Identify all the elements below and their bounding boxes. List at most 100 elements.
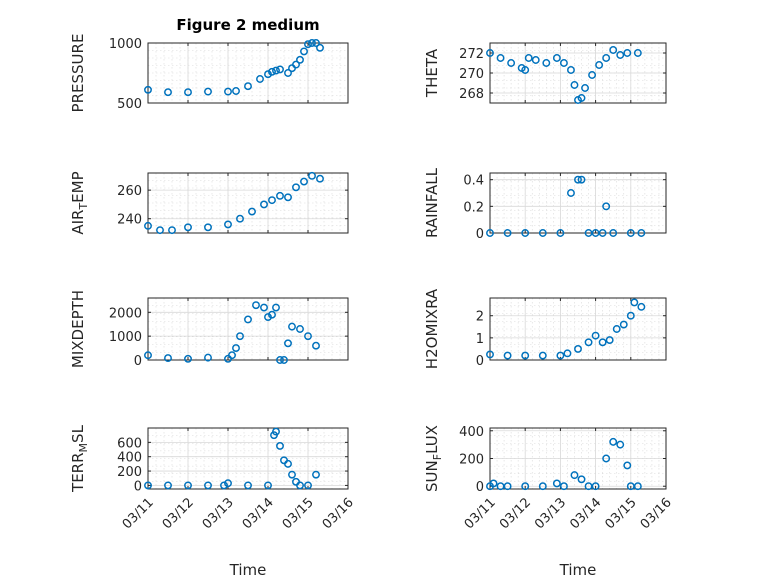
data-point bbox=[244, 315, 252, 324]
data-point bbox=[292, 60, 300, 69]
data-point bbox=[633, 49, 642, 57]
y-tick-label: 400 bbox=[459, 425, 484, 440]
data-point bbox=[204, 223, 212, 232]
data-point bbox=[486, 49, 494, 57]
data-point bbox=[612, 325, 621, 333]
data-point bbox=[570, 81, 579, 89]
data-point bbox=[288, 322, 296, 331]
data-point bbox=[304, 481, 312, 490]
data-point bbox=[538, 482, 547, 491]
x-axis-label: Time bbox=[229, 561, 267, 579]
data-point bbox=[602, 54, 611, 62]
data-point bbox=[577, 475, 586, 484]
y-tick-label: 200 bbox=[117, 465, 142, 480]
axes-frame bbox=[147, 42, 349, 104]
data-point bbox=[577, 94, 586, 102]
data-point bbox=[164, 88, 172, 97]
data-point bbox=[204, 353, 212, 362]
data-point bbox=[244, 82, 252, 91]
y-tick-label: 0 bbox=[476, 480, 484, 495]
data-point bbox=[567, 66, 575, 74]
y-axis-label: THETA bbox=[423, 48, 441, 98]
data-point bbox=[156, 226, 164, 235]
subplot-3: 240 260 AIRTEMP bbox=[69, 171, 349, 235]
data-point bbox=[264, 481, 272, 490]
data-point bbox=[292, 183, 300, 192]
data-point bbox=[232, 344, 240, 353]
x-tick-label: 03/14 bbox=[567, 495, 604, 532]
x-axis-label: Time bbox=[559, 561, 597, 579]
y-tick-label: 0 bbox=[134, 479, 142, 494]
data-point bbox=[256, 75, 264, 83]
x-tick-label: 03/16 bbox=[638, 495, 675, 532]
data-point bbox=[556, 229, 565, 237]
data-point bbox=[616, 51, 625, 59]
data-point bbox=[276, 191, 284, 200]
data-point bbox=[312, 341, 320, 350]
data-point bbox=[542, 59, 551, 67]
data-point bbox=[496, 54, 505, 62]
data-point bbox=[598, 338, 607, 347]
y-tick-label: 272 bbox=[459, 47, 484, 62]
data-point bbox=[232, 87, 240, 95]
data-point bbox=[280, 356, 288, 364]
chart-title: Figure 2 medium bbox=[176, 16, 319, 34]
data-point bbox=[633, 482, 642, 491]
data-point bbox=[574, 344, 582, 353]
data-point bbox=[184, 354, 192, 363]
y-axis-label: TERRMSL bbox=[69, 424, 90, 493]
data-point bbox=[626, 229, 635, 237]
data-point bbox=[316, 43, 324, 52]
y-axis-label: AIRTEMP bbox=[69, 171, 90, 234]
data-point bbox=[559, 59, 568, 67]
y-tick-label: 2000 bbox=[109, 306, 142, 321]
data-point bbox=[630, 298, 639, 307]
data-point bbox=[292, 477, 300, 486]
data-point bbox=[521, 351, 530, 360]
data-point bbox=[272, 427, 280, 436]
data-point bbox=[591, 482, 600, 491]
data-point bbox=[236, 332, 244, 341]
x-tick-label: 03/15 bbox=[603, 495, 640, 532]
data-point bbox=[591, 331, 600, 340]
data-point bbox=[284, 193, 292, 202]
y-tick-label: 500 bbox=[117, 97, 142, 112]
data-point bbox=[284, 339, 292, 348]
y-axis-label: SUNFLUX bbox=[423, 425, 444, 492]
y-tick-label: 600 bbox=[117, 436, 142, 451]
y-tick-label: 268 bbox=[459, 87, 484, 102]
data-point bbox=[581, 84, 589, 92]
data-point bbox=[260, 303, 268, 312]
data-point bbox=[507, 59, 516, 67]
x-tick-label: 03/11 bbox=[120, 495, 157, 532]
subplot-2: 268 270 272 THETA bbox=[423, 42, 667, 104]
data-point bbox=[304, 332, 312, 341]
data-point bbox=[184, 223, 192, 232]
data-point bbox=[300, 47, 308, 56]
data-point bbox=[204, 87, 212, 96]
data-point bbox=[228, 351, 236, 360]
data-point bbox=[268, 310, 276, 319]
data-point bbox=[489, 479, 498, 488]
data-point bbox=[164, 354, 172, 363]
y-axis-label: MIXDEPTH bbox=[69, 290, 87, 368]
data-point bbox=[144, 85, 152, 94]
data-point bbox=[503, 229, 512, 237]
y-tick-label: 1000 bbox=[109, 37, 142, 52]
y-tick-label: 1 bbox=[476, 332, 484, 347]
axes-frame bbox=[489, 297, 667, 361]
data-point bbox=[574, 175, 582, 184]
y-axis-label: PRESSURE bbox=[69, 34, 87, 113]
x-tick-label: 03/15 bbox=[280, 495, 317, 532]
subplot-4: 0 0.2 0.4 RAINFALL bbox=[423, 167, 667, 242]
data-point bbox=[272, 303, 280, 312]
data-point bbox=[268, 67, 276, 76]
y-tick-label: 0.4 bbox=[463, 174, 484, 189]
data-point bbox=[538, 351, 547, 360]
subplot-5: 0 1000 2000 MIXDEPTH bbox=[69, 290, 349, 369]
data-point bbox=[619, 320, 628, 329]
subplot-6: 0 1 2 H2OMIXRA bbox=[423, 288, 667, 369]
data-point bbox=[559, 482, 568, 491]
